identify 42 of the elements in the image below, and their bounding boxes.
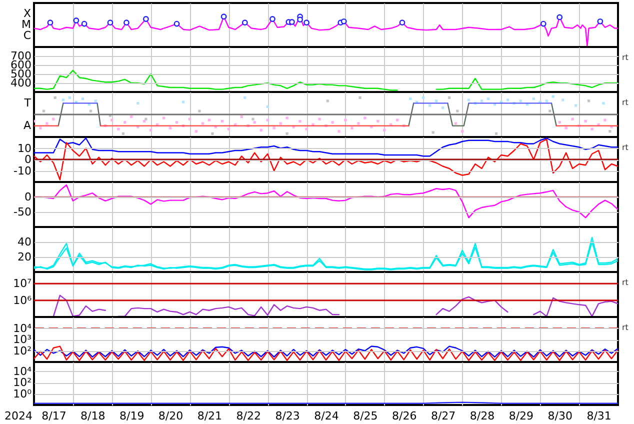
y-tick-label: 10³ [13, 333, 32, 346]
x-tick-label: 8/28 [470, 410, 495, 422]
text: X [23, 7, 32, 20]
x-tick-label: 8/25 [353, 410, 378, 422]
x-tick-label: 8/23 [275, 410, 300, 422]
text: rt [622, 53, 628, 62]
text: M [22, 18, 31, 31]
text: rt [622, 278, 628, 287]
x-tick-label: 8/22 [236, 410, 261, 422]
y-tick-label: 10⁷ [13, 277, 32, 290]
text: A [23, 118, 32, 132]
x-tick-label: 8/31 [586, 410, 612, 422]
x-tick-label: 8/26 [392, 410, 417, 422]
x-tick-label: 8/21 [197, 410, 222, 422]
y-tick-label: 40 [18, 236, 32, 248]
x-tick-label: 8/18 [80, 410, 106, 422]
text: rt [622, 143, 628, 152]
text: rt [622, 323, 628, 332]
x-tick-label: 8/27 [430, 410, 456, 422]
x-tick-label: 8/17 [42, 410, 66, 422]
y-tick-label: 0 [24, 153, 32, 166]
x-tick-label: 8/29 [508, 410, 534, 422]
y-tick-label: -50 [14, 206, 32, 218]
y-tick-label: 10² [13, 344, 32, 358]
y-tick-label: 10⁰ [13, 387, 32, 400]
x-tick-label: 8/20 [158, 410, 184, 422]
y-tick-label: 10⁴ [13, 322, 32, 335]
text: C [23, 29, 32, 42]
y-tick-label: 20 [18, 250, 32, 264]
text: T [23, 96, 32, 110]
y-tick-label: 0 [24, 190, 32, 204]
y-tick-label: 10 [18, 142, 32, 155]
x-tick-label: 8/24 [314, 410, 339, 422]
x-tick-label: 8/30 [548, 410, 572, 422]
y-tick-label: 400 [10, 76, 32, 90]
y-tick-label: 10⁴ [13, 364, 32, 378]
x-tick-label: 8/19 [119, 410, 144, 422]
y-tick-label: 10² [13, 376, 32, 390]
y-tick-label: 10⁶ [13, 294, 32, 307]
y-tick-label: -10 [14, 164, 32, 178]
x-axis-title: 2024 [4, 410, 32, 422]
text: rt [622, 98, 628, 107]
